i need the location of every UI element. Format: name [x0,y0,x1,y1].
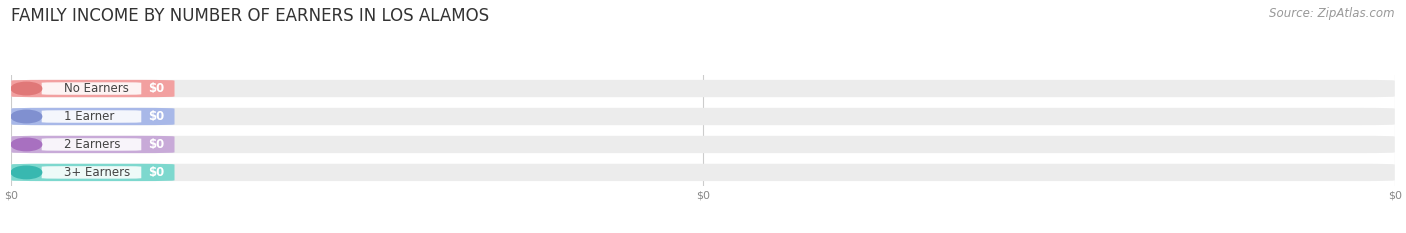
FancyBboxPatch shape [11,80,1395,97]
FancyBboxPatch shape [11,80,174,97]
FancyBboxPatch shape [11,136,1395,153]
Text: $0: $0 [149,82,165,95]
FancyBboxPatch shape [11,164,1395,181]
FancyBboxPatch shape [11,136,174,153]
FancyBboxPatch shape [42,138,141,151]
FancyBboxPatch shape [11,108,1395,125]
Text: FAMILY INCOME BY NUMBER OF EARNERS IN LOS ALAMOS: FAMILY INCOME BY NUMBER OF EARNERS IN LO… [11,7,489,25]
Ellipse shape [11,138,42,151]
FancyBboxPatch shape [42,110,141,123]
FancyBboxPatch shape [42,82,141,95]
FancyBboxPatch shape [11,164,174,181]
Text: 1 Earner: 1 Earner [63,110,114,123]
Ellipse shape [11,166,42,179]
Text: $0: $0 [149,166,165,179]
Text: Source: ZipAtlas.com: Source: ZipAtlas.com [1270,7,1395,20]
FancyBboxPatch shape [42,166,141,179]
Text: 2 Earners: 2 Earners [63,138,121,151]
Text: $0: $0 [149,110,165,123]
Text: 3+ Earners: 3+ Earners [63,166,131,179]
Text: No Earners: No Earners [63,82,129,95]
FancyBboxPatch shape [11,108,174,125]
Ellipse shape [11,82,42,95]
Text: $0: $0 [149,138,165,151]
Ellipse shape [11,110,42,123]
